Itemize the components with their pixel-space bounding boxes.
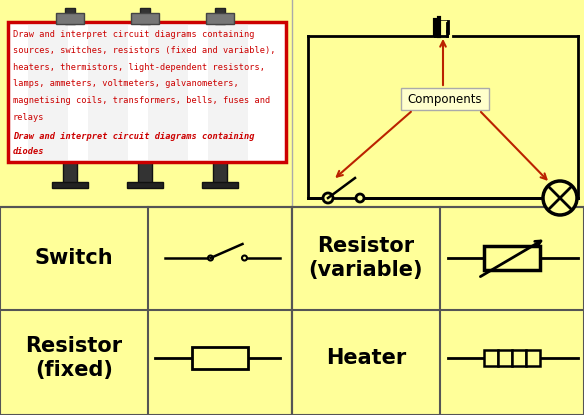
Text: Heater: Heater [326, 348, 406, 368]
Bar [215, 8, 225, 24]
Bar [88, 24, 128, 160]
Circle shape [242, 256, 247, 261]
Text: diodes: diodes [13, 147, 44, 156]
Bar [484, 246, 540, 270]
Text: lamps, ammeters, voltmeters, galvanometers,: lamps, ammeters, voltmeters, galvanomete… [13, 80, 239, 88]
Bar [148, 24, 188, 160]
Bar [52, 182, 88, 188]
Bar [0, 207, 292, 415]
Bar [484, 350, 498, 366]
Bar [8, 22, 286, 162]
Text: Draw and interpret circuit diagrams containing: Draw and interpret circuit diagrams cont… [13, 30, 255, 39]
Bar [63, 162, 77, 187]
Bar [206, 13, 234, 24]
Text: Resistor
(variable): Resistor (variable) [309, 237, 423, 280]
Bar [208, 24, 248, 160]
Bar [512, 350, 526, 366]
Text: magnetising coils, transformers, bells, fuses and: magnetising coils, transformers, bells, … [13, 96, 270, 105]
Circle shape [323, 193, 333, 203]
Text: Resistor
(fixed): Resistor (fixed) [26, 337, 123, 380]
Text: Components: Components [408, 93, 482, 105]
Bar [401, 88, 489, 110]
Bar [28, 24, 68, 160]
Bar [213, 162, 227, 187]
Circle shape [208, 256, 213, 261]
Text: relays: relays [13, 112, 44, 122]
Text: Switch: Switch [34, 248, 113, 268]
Bar [131, 13, 159, 24]
Text: sources, switches, resistors (fixed and variable),: sources, switches, resistors (fixed and … [13, 46, 276, 56]
Bar [192, 347, 248, 369]
Bar [140, 8, 150, 24]
Circle shape [543, 181, 577, 215]
Circle shape [356, 194, 364, 202]
Bar [127, 182, 163, 188]
Bar [526, 350, 540, 366]
Bar [65, 8, 75, 24]
Text: heaters, thermistors, light-dependent resistors,: heaters, thermistors, light-dependent re… [13, 63, 265, 72]
Bar [292, 207, 584, 415]
Bar [202, 182, 238, 188]
Bar [498, 350, 512, 366]
Bar [138, 162, 152, 187]
Text: Draw and interpret circuit diagrams containing: Draw and interpret circuit diagrams cont… [13, 132, 255, 141]
Bar [56, 13, 84, 24]
